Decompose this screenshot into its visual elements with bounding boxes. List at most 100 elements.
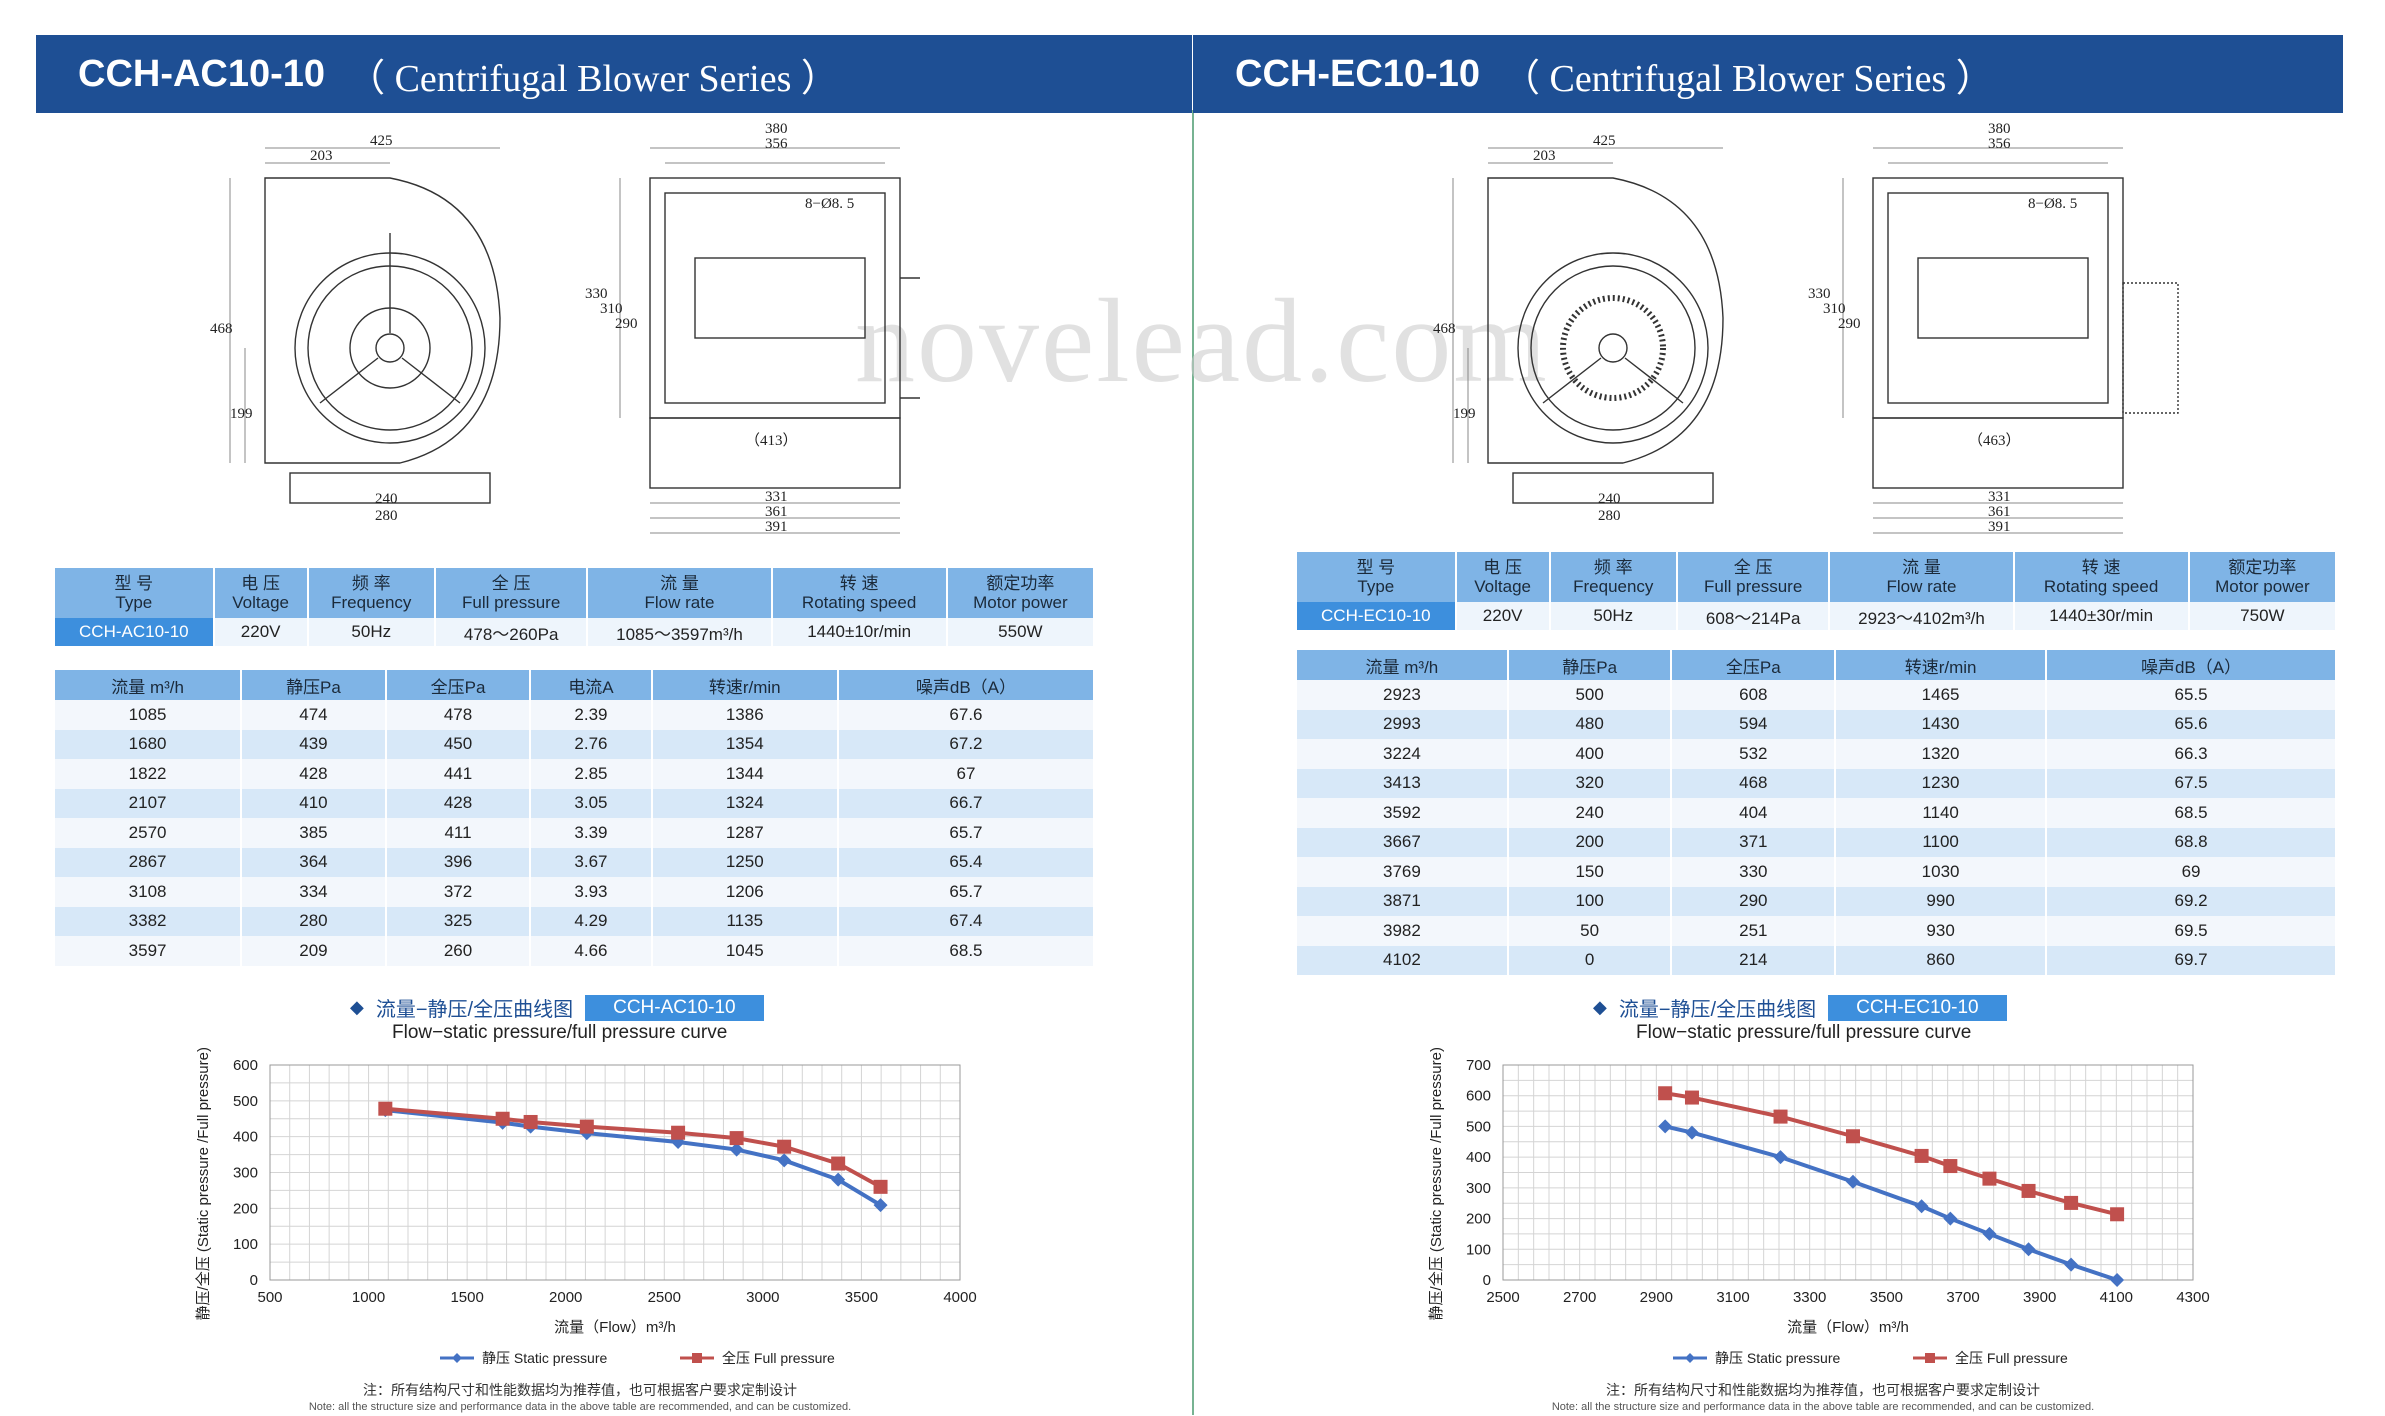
table-row: 3224 400 532 1320 66.3 bbox=[1297, 739, 2337, 769]
y-axis-label: 静压/全压 (Static pressure /Full pressure) P… bbox=[1427, 1045, 1445, 1320]
dim-361: 361 bbox=[765, 504, 788, 520]
table-cell: 860 bbox=[1835, 945, 2048, 975]
data-point bbox=[2021, 1183, 2036, 1198]
table-cell: 66.7 bbox=[837, 788, 1096, 818]
table-cell: 532 bbox=[1671, 739, 1837, 769]
product-header: CCH-AC10-10 （ Centrifugal Blower Series … bbox=[36, 35, 1192, 113]
table-cell: 67.6 bbox=[837, 700, 1096, 730]
series-line bbox=[1664, 1091, 2118, 1217]
y-tick-label: 500 bbox=[233, 1093, 258, 1110]
table-row: 3382 280 325 4.29 1135 67.4 bbox=[55, 906, 1096, 936]
dim-240: 240 bbox=[1598, 491, 1621, 507]
table-cell: 410 bbox=[241, 788, 387, 818]
dim-331: 331 bbox=[1988, 489, 2011, 505]
table-cell: 3.05 bbox=[530, 788, 653, 818]
product-model-title: CCH-AC10-10 bbox=[78, 52, 326, 95]
legend-marker bbox=[1925, 1353, 1935, 1363]
table-cell: 2867 bbox=[55, 847, 243, 877]
table-cell: 474 bbox=[241, 700, 387, 730]
data-point bbox=[1773, 1109, 1788, 1124]
x-tick-label: 1500 bbox=[450, 1289, 483, 1306]
table-cell: 3769 bbox=[1297, 857, 1509, 887]
data-point bbox=[1845, 1129, 1860, 1144]
watermark: novelead.com bbox=[855, 274, 1549, 407]
series-title: （ Centrifugal Blower Series ） bbox=[1501, 57, 1994, 100]
data-point bbox=[2064, 1195, 2079, 1210]
data-point bbox=[671, 1125, 686, 1140]
table-cell: 3592 bbox=[1297, 798, 1509, 828]
data-point bbox=[1943, 1159, 1958, 1174]
curve-subtitle: Flow−static pressure/full pressure curve bbox=[392, 1022, 728, 1043]
table-cell: 65.7 bbox=[837, 818, 1096, 848]
table-row: 2923 500 608 1465 65.5 bbox=[1297, 680, 2337, 710]
spec-header-pressure: 全 压 Full pressure bbox=[434, 568, 589, 618]
spec-header-pressure: 全 压 Full pressure bbox=[1676, 552, 1831, 602]
product-header: CCH-EC10-10 （ Centrifugal Blower Series … bbox=[1193, 35, 2343, 113]
table-cell: 2.39 bbox=[530, 700, 653, 730]
table-cell: 65.4 bbox=[837, 847, 1096, 877]
series-line bbox=[385, 1106, 882, 1189]
spec-table: 型 号 Type 电 压 Voltage 频 率 Frequency 全 压 Full … bbox=[1297, 552, 2338, 630]
table-cell: 990 bbox=[1835, 886, 2048, 916]
table-cell: 68.8 bbox=[2046, 827, 2337, 857]
y-tick-label: 400 bbox=[233, 1129, 258, 1146]
data-point bbox=[1943, 1211, 1958, 1226]
table-cell: 66.3 bbox=[2046, 739, 2337, 769]
table-cell: 4.29 bbox=[530, 906, 653, 936]
table-cell: 1465 bbox=[1835, 680, 2048, 710]
data-point bbox=[579, 1119, 594, 1134]
x-tick-label: 2500 bbox=[1486, 1289, 1519, 1306]
dim-199: 199 bbox=[230, 406, 253, 422]
spec-speed: 1440±10r/min bbox=[771, 618, 948, 646]
table-row: 3871 100 290 990 69.2 bbox=[1297, 886, 2337, 916]
y-tick-label: 600 bbox=[233, 1057, 258, 1074]
spec-flow: 2923～4102m³/h bbox=[1829, 602, 2015, 630]
spec-speed: 1440±30r/min bbox=[2013, 602, 2190, 630]
table-cell: 594 bbox=[1671, 709, 1837, 739]
table-cell: 1250 bbox=[651, 847, 839, 877]
x-tick-label: 3100 bbox=[1716, 1289, 1749, 1306]
perf-header-cell: 噪声dB（A） bbox=[837, 670, 1096, 700]
table-row: 3108 334 372 3.93 1206 65.7 bbox=[55, 877, 1096, 907]
table-cell: 0 bbox=[1507, 945, 1673, 975]
table-cell: 1135 bbox=[651, 906, 839, 936]
perf-header-cell: 电流A bbox=[530, 670, 653, 700]
table-cell: 1680 bbox=[55, 729, 243, 759]
data-point bbox=[1845, 1174, 1860, 1189]
x-tick-label: 3500 bbox=[1870, 1289, 1903, 1306]
y-tick-label: 100 bbox=[1466, 1241, 1491, 1258]
table-cell: 3224 bbox=[1297, 739, 1509, 769]
dim-361: 361 bbox=[1988, 504, 2011, 520]
dim-mid: （463） bbox=[1968, 432, 2021, 449]
dim-330: 330 bbox=[1808, 286, 1831, 302]
table-cell: 450 bbox=[385, 729, 532, 759]
series-title: （ Centrifugal Blower Series ） bbox=[347, 57, 839, 100]
x-tick-label: 2900 bbox=[1640, 1289, 1673, 1306]
performance-table: 流量 m³/h 静压Pa 全压Pa 转速r/min 噪声dB（A） 2923 500 608… bbox=[1297, 650, 2337, 975]
chart-svg: 500 1000 1500 2000 2500 3000 3500 4000 0 100 200 30… bbox=[194, 1024, 977, 1366]
table-row: 2867 364 396 3.67 1250 65.4 bbox=[55, 847, 1096, 877]
table-cell: 2570 bbox=[55, 818, 243, 848]
table-cell: 404 bbox=[1671, 798, 1837, 828]
y-tick-label: 400 bbox=[1466, 1149, 1491, 1166]
footnote-cn: 注：所有结构尺寸和性能数据均为推荐值，也可根据客户要求定制设计 bbox=[363, 1382, 797, 1398]
table-cell: 214 bbox=[1671, 945, 1837, 975]
product-model-title: CCH-EC10-10 bbox=[1235, 52, 1480, 95]
dim-310: 310 bbox=[1823, 301, 1846, 317]
curve-subtitle: Flow−static pressure/full pressure curve bbox=[1636, 1022, 1972, 1043]
spec-frequency: 50Hz bbox=[307, 618, 436, 646]
table-cell: 3.93 bbox=[530, 877, 653, 907]
table-cell: 480 bbox=[1507, 709, 1673, 739]
perf-header-cell: 转速r/min bbox=[1835, 650, 2048, 680]
x-tick-label: 4100 bbox=[2100, 1289, 2133, 1306]
table-cell: 3382 bbox=[55, 906, 243, 936]
y-tick-label: 100 bbox=[233, 1236, 258, 1253]
table-cell: 251 bbox=[1671, 916, 1837, 946]
table-cell: 1320 bbox=[1835, 739, 2048, 769]
dim-356: 356 bbox=[1988, 136, 2011, 152]
x-tick-label: 3500 bbox=[845, 1289, 878, 1306]
spec-voltage: 220V bbox=[213, 618, 309, 646]
x-tick-label: 3900 bbox=[2023, 1289, 2056, 1306]
table-cell: 209 bbox=[241, 936, 387, 966]
table-row: 3413 320 468 1230 67.5 bbox=[1297, 768, 2337, 798]
